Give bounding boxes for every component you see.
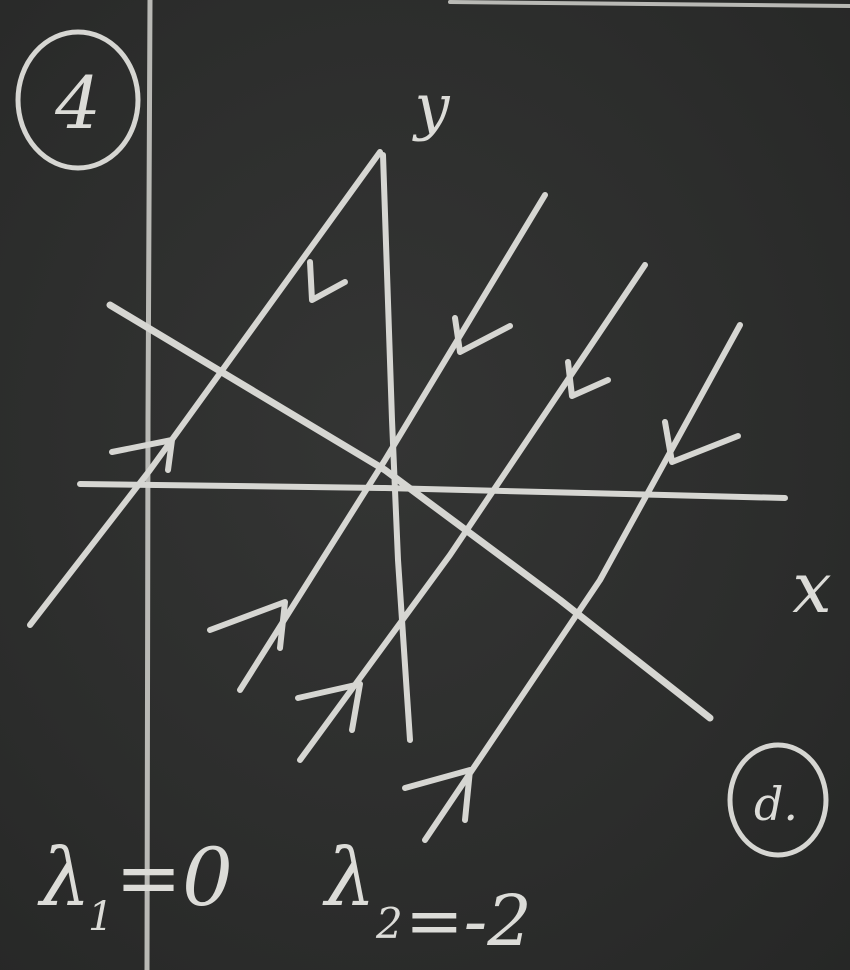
lambda2-equation: λ 2 =-2	[322, 831, 532, 962]
arrow-down-1	[307, 259, 348, 303]
trajectory-line-3	[297, 262, 648, 763]
y-axis	[380, 152, 413, 743]
x-axis-label: x	[792, 547, 831, 629]
lambda1-value: =0	[115, 831, 233, 924]
corner-label: d.	[754, 777, 798, 831]
board-top-edge	[448, 0, 850, 8]
lambda1-subscript: 1	[88, 894, 113, 940]
lambda2-value: =-2	[405, 880, 532, 962]
panel-number-badge: 4	[15, 29, 141, 171]
arrow-up-4	[402, 767, 473, 823]
arrow-up-3	[295, 681, 363, 733]
equilibrium-line	[106, 301, 714, 722]
trajectory-line-2	[237, 192, 548, 693]
trajectory-line-1	[27, 149, 383, 628]
lambda2-symbol: λ	[322, 831, 376, 924]
lambda2-subscript: 2	[375, 899, 403, 948]
arrow-down-4	[662, 419, 741, 465]
corner-label-badge: d.	[727, 742, 829, 858]
divider-line	[144, 0, 153, 970]
y-axis-label: y	[411, 70, 450, 143]
lambda1-symbol: λ	[37, 831, 91, 924]
trajectory-line-4	[422, 322, 743, 843]
arrow-down-2	[452, 315, 513, 355]
arrow-up-2	[207, 599, 288, 651]
arrow-up-1	[109, 437, 175, 473]
x-axis	[77, 481, 788, 501]
lambda1-equation: λ 1 =0	[37, 831, 233, 940]
arrow-down-3	[565, 359, 611, 399]
panel-number: 4	[54, 61, 101, 145]
flow-arrows	[109, 259, 741, 823]
